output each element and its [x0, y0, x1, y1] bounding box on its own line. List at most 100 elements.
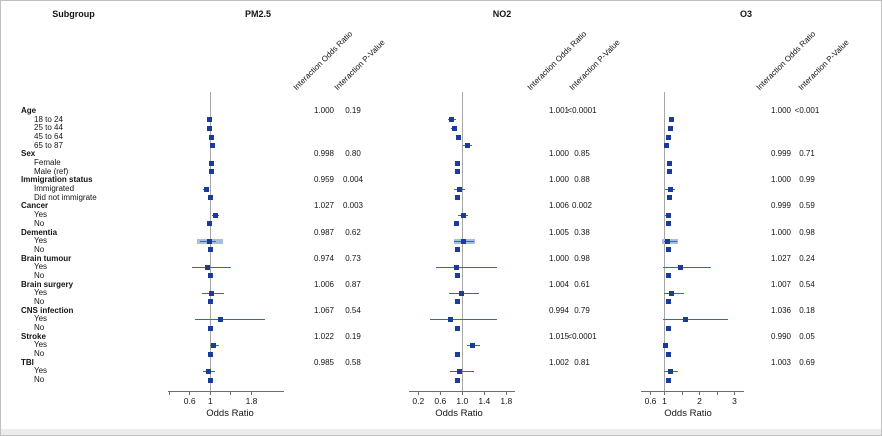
forest-marker [205, 368, 211, 374]
forest-marker [665, 325, 671, 331]
interaction-p-value-pm25: 0.87 [345, 279, 361, 289]
forest-marker [665, 212, 671, 218]
subgroup-item-label: No [34, 375, 45, 385]
x-axis-tick-label-no2: 1.4 [478, 396, 491, 406]
forest-marker [669, 290, 675, 296]
interaction-p-value-pm25: 0.19 [345, 106, 361, 115]
column-header-subgroup: Subgroup [52, 9, 95, 19]
forest-marker [668, 117, 674, 123]
x-axis-tick-pm25 [189, 391, 191, 395]
interaction-p-value-no2: 0.81 [574, 357, 590, 367]
forest-marker [460, 212, 466, 218]
interaction-or-value-o3: 0.990 [770, 331, 791, 341]
interaction-or-value-pm25: 0.959 [313, 175, 334, 185]
interaction-p-value-pm25: 0.58 [345, 357, 361, 367]
interaction-or-value-pm25: 1.000 [313, 106, 334, 115]
forest-marker [208, 160, 214, 166]
interaction-p-value-o3: 0.24 [799, 253, 815, 263]
forest-marker [211, 342, 217, 348]
x-axis-tick-pm25 [209, 391, 211, 395]
subgroup-item-label: Male (ref) [34, 166, 69, 176]
forest-marker [208, 169, 214, 175]
ci-line [435, 266, 497, 268]
interaction-or-value-pm25: 1.067 [313, 305, 334, 315]
x-axis-tick-no2 [483, 391, 485, 395]
interaction-p-value-no2: 0.98 [574, 253, 590, 263]
ci-line [663, 266, 712, 268]
interaction-or-value-o3: 1.000 [770, 175, 791, 185]
interaction-or-value-o3: 0.999 [770, 201, 791, 211]
interaction-or-value-o3: 1.000 [770, 227, 791, 237]
subgroup-item-label: No [34, 296, 45, 306]
forest-marker [210, 143, 216, 149]
subgroup-category-label: CNS infection [21, 305, 74, 315]
x-axis-tick-label-o3: 1 [662, 396, 667, 406]
forest-marker [664, 143, 670, 149]
x-axis-tick-label-no2: 1.8 [500, 396, 513, 406]
forest-marker [207, 125, 213, 131]
interaction-p-value-no2: 0.88 [574, 175, 590, 185]
interaction-or-value-o3: 1.027 [770, 253, 791, 263]
interaction-p-value-no2: <0.0001 [567, 106, 597, 115]
ci-line [663, 318, 729, 320]
interaction-p-value-o3: 0.59 [799, 201, 815, 211]
x-axis-tick-pm25 [251, 391, 252, 395]
forest-marker [665, 273, 671, 279]
forest-marker [666, 160, 672, 166]
subgroup-item-label: No [34, 244, 45, 254]
forest-marker [454, 160, 460, 166]
panel-title-no2: NO2 [492, 9, 512, 19]
forest-marker [212, 212, 218, 218]
interaction-p-value-o3: 0.71 [799, 149, 815, 159]
forest-marker [665, 134, 671, 140]
interaction-or-value-o3: 1.003 [770, 357, 791, 367]
x-axis-title-o3: Odds Ratio [664, 408, 712, 419]
interaction-p-value-no2: 0.38 [574, 227, 590, 237]
forest-marker [208, 325, 214, 331]
x-axis-tick-label-no2: 1.0 [456, 396, 469, 406]
forest-marker [666, 299, 672, 305]
x-axis-tick-label-o3: 0.6 [644, 396, 657, 406]
forest-marker [204, 264, 210, 270]
forest-marker [207, 221, 213, 227]
x-axis-tick-label-o3: 2 [697, 396, 702, 406]
subgroup-item-label: 18 to 24 [34, 114, 63, 124]
x-axis-tick-o3 [664, 391, 665, 395]
interaction-p-value-o3: 0.99 [799, 175, 815, 185]
subgroup-category-label: TBI [21, 357, 34, 367]
forest-marker [451, 125, 457, 131]
interaction-or-value-pm25: 1.022 [313, 331, 334, 341]
interaction-or-value-no2: 1.006 [548, 201, 569, 211]
subgroup-item-label: Yes [34, 340, 48, 350]
x-axis-tick-label-no2: 0.6 [434, 396, 447, 406]
forest-marker [208, 299, 214, 305]
x-axis-title-pm25: Odds Ratio [206, 408, 254, 419]
interaction-p-value-o3: 0.98 [799, 227, 815, 237]
x-axis-tick-o3 [650, 391, 651, 395]
subgroup-item-label: No [34, 323, 45, 332]
subgroup-item-label: No [34, 349, 45, 359]
forest-marker [457, 186, 463, 192]
forest-marker [667, 125, 673, 131]
subgroup-item-label: 45 to 64 [34, 132, 63, 142]
forest-marker [454, 264, 460, 270]
forest-marker [209, 290, 215, 296]
forest-marker [665, 238, 671, 244]
x-axis-tick-no2 [439, 391, 441, 395]
subgroup-category-label: Stroke [21, 331, 46, 341]
forest-marker [457, 368, 463, 374]
forest-marker [666, 247, 672, 253]
forest-marker [683, 316, 689, 322]
forest-marker [455, 273, 461, 279]
subgroup-item-label: Yes [34, 236, 48, 246]
panel-title-pm25: PM2.5 [244, 9, 271, 19]
forest-marker [206, 238, 212, 244]
subgroup-item-label: Yes [34, 314, 48, 324]
subgroup-item-label: No [34, 270, 45, 280]
x-axis-tick-label-no2: 0.2 [412, 396, 425, 406]
interaction-or-value-o3: 0.999 [770, 149, 791, 159]
x-axis-pm25 [168, 391, 284, 392]
x-axis-tick-no2 [417, 391, 419, 395]
subgroup-item-label: Yes [34, 366, 48, 376]
